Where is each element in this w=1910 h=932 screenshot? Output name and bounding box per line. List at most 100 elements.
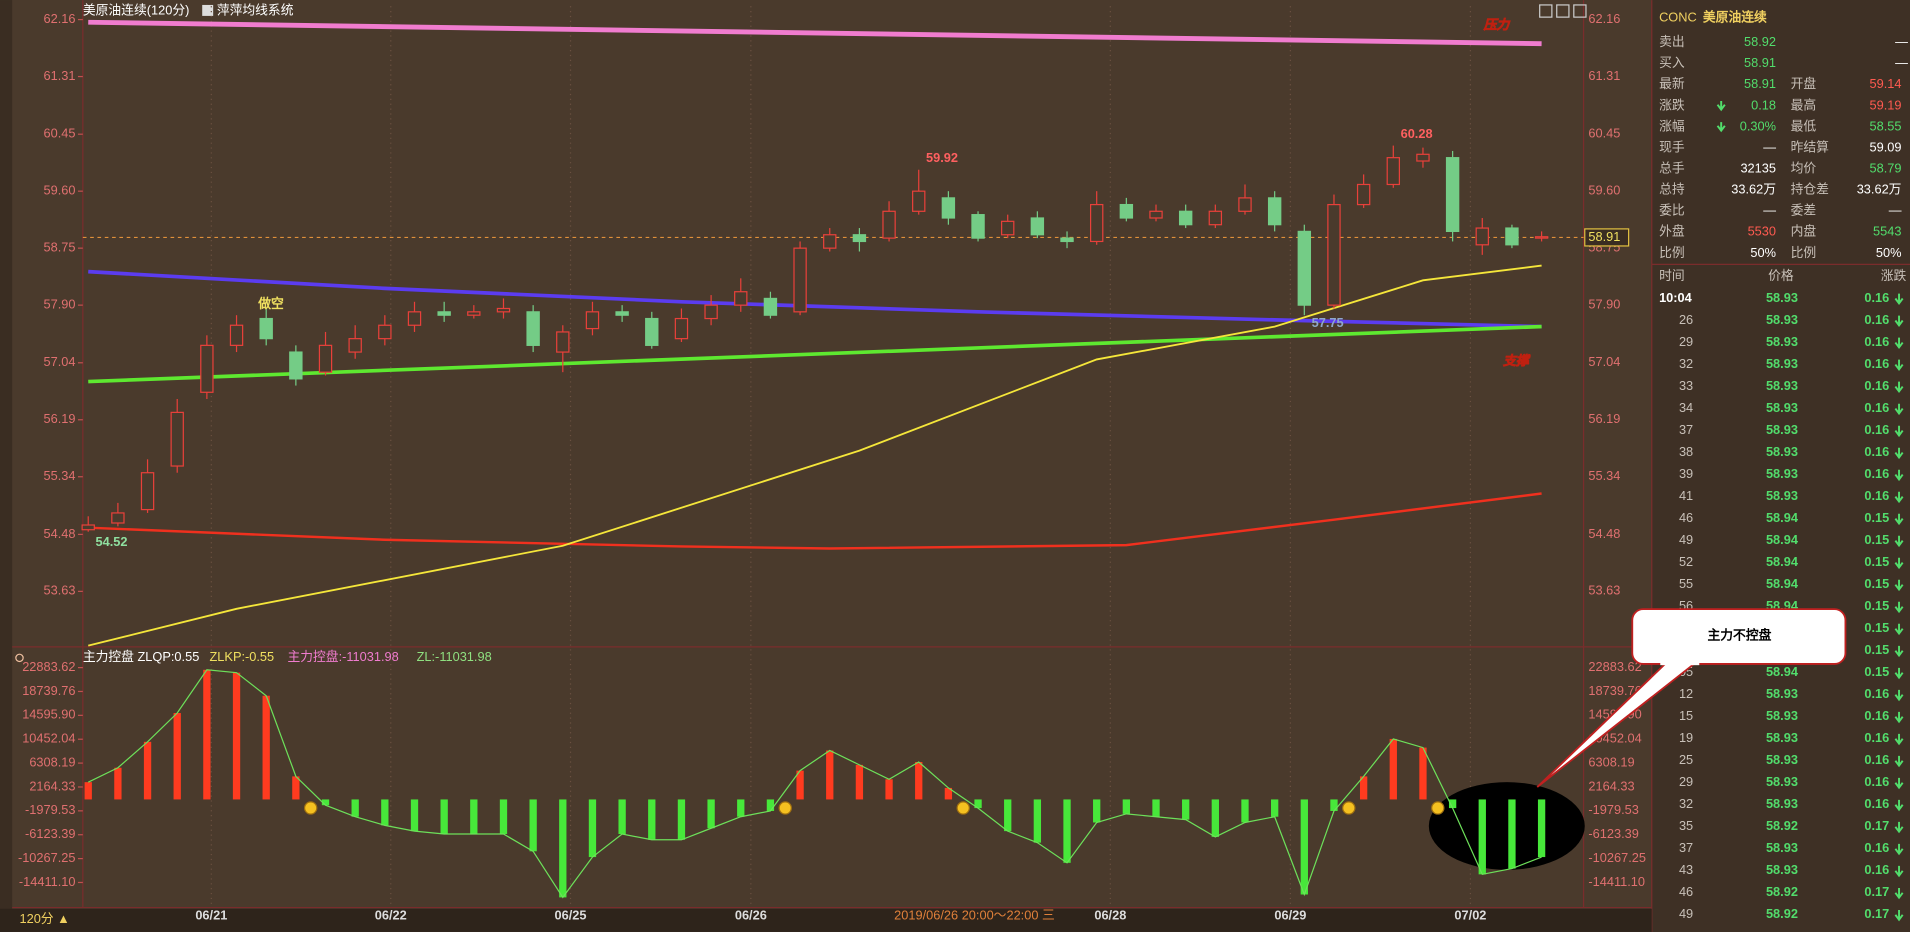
tick-time: 25 (1679, 752, 1693, 767)
quote-label: 总持 (1659, 182, 1685, 197)
indicator-bar (588, 799, 597, 858)
quote-value: 33.62万 (1857, 182, 1902, 197)
indicator-bar (1537, 799, 1546, 858)
candle-body (81, 524, 95, 531)
tick-time: 52 (1679, 554, 1693, 569)
y-tick-label: 2164.33 (29, 778, 75, 793)
candle-body (259, 317, 273, 340)
down-arrow (1894, 843, 1904, 856)
y-tick-label: 2164.33 (1588, 778, 1634, 793)
candle-body (407, 311, 422, 326)
tick-price: 58.93 (1766, 774, 1798, 789)
window-button[interactable] (1539, 4, 1553, 18)
tick-price: 58.93 (1766, 796, 1798, 811)
tick-change: 0.17 (1864, 818, 1889, 833)
indicator-bar (470, 799, 478, 835)
candle-body (229, 324, 244, 346)
quote-label: 总手 (1659, 161, 1685, 176)
y-tick-label: 54.48 (1588, 526, 1620, 541)
candle-body (318, 344, 333, 373)
candle-body (1386, 157, 1400, 186)
quote-label: 最低 (1791, 118, 1817, 133)
tick-price: 58.93 (1766, 752, 1798, 767)
quote-value: 59.09 (1869, 139, 1901, 154)
quote-value: 58.91 (1744, 55, 1776, 70)
y-tick-label: 55.34 (44, 468, 76, 483)
candle-body (823, 234, 837, 249)
x-tick-label: 06/25 (555, 907, 587, 922)
quote-label: 比例 (1791, 245, 1817, 260)
extreme-label: 60.28 (1401, 126, 1433, 141)
tick-price: 58.93 (1766, 686, 1798, 701)
quote-value: 5543 (1873, 224, 1901, 239)
indicator-bar (143, 741, 152, 800)
candle-body (941, 197, 956, 219)
extreme-label: 57.75 (1312, 315, 1344, 330)
down-arrow (1894, 469, 1904, 482)
quote-value: 32135 (1740, 161, 1776, 176)
extreme-label: 54.52 (96, 534, 128, 549)
y-tick-label: 62.16 (1588, 11, 1620, 26)
window-button[interactable] (1556, 4, 1570, 18)
tick-price: 58.94 (1766, 510, 1799, 525)
candle-body (1119, 203, 1134, 219)
indicator-bar (766, 799, 775, 811)
indicator-bar (707, 799, 715, 829)
candle-body (852, 234, 867, 243)
candle-body (1001, 220, 1015, 236)
y-tick-label: 22883.62 (22, 659, 75, 674)
candle-body (1416, 153, 1430, 162)
down-arrow (1894, 667, 1904, 680)
quote-value: — (1895, 34, 1908, 49)
candle-body (704, 304, 718, 320)
y-tick-label: 53.63 (44, 583, 76, 598)
indicator-bar (381, 799, 389, 826)
tick-change: 0.15 (1864, 598, 1889, 613)
candle-body (111, 512, 125, 524)
last-price-label: 58.91 (1588, 229, 1620, 244)
tick-price: 58.93 (1766, 356, 1798, 371)
tick-change: 0.16 (1864, 422, 1889, 437)
indicator-bar (203, 669, 211, 800)
sidebar (0, 0, 13, 932)
indicator-bar (1211, 799, 1219, 837)
indicator-bar (1389, 738, 1397, 800)
tick-price: 58.93 (1766, 422, 1798, 437)
tick-change: 0.16 (1864, 378, 1889, 393)
period-button[interactable]: 120分 ▲ (19, 911, 69, 926)
candle-body (1060, 237, 1074, 243)
quote-value: 58.91 (1744, 76, 1776, 91)
candle-body (1297, 230, 1312, 306)
window-button[interactable] (1573, 4, 1587, 18)
callout-cover (1660, 659, 1700, 666)
quote-value: 0.18 (1751, 97, 1776, 112)
tick-change: 0.16 (1864, 488, 1889, 503)
tick-price: 58.93 (1766, 862, 1798, 877)
indicator-bar (1419, 747, 1427, 800)
candle-body (437, 311, 451, 316)
tick-change: 0.16 (1864, 752, 1889, 767)
quote-value: — (1889, 203, 1902, 218)
y-tick-label: 18739.76 (1588, 683, 1641, 698)
quote-label: 现手 (1659, 139, 1685, 154)
down-arrow (1894, 403, 1904, 416)
candle-body (912, 190, 926, 212)
down-arrow (1894, 315, 1904, 328)
tick-price: 58.93 (1766, 400, 1798, 415)
y-tick-label: 6308.19 (29, 754, 75, 769)
tick-price: 58.92 (1766, 818, 1798, 833)
down-arrow (1716, 101, 1726, 112)
tick-change: 0.15 (1864, 554, 1889, 569)
tick-price: 58.93 (1766, 466, 1798, 481)
y-tick-label: 62.16 (44, 11, 76, 26)
tick-change: 0.16 (1864, 400, 1889, 415)
indicator-line (87, 669, 1542, 899)
annotation: 压力 (1483, 17, 1511, 32)
tick-time: 33 (1679, 378, 1693, 393)
quote-label: 开盘 (1791, 76, 1817, 91)
tick-change: 0.16 (1864, 312, 1889, 327)
candle-body (1327, 203, 1341, 306)
y-tick-label: 57.90 (44, 297, 76, 312)
y-tick-label: 6308.19 (1588, 754, 1634, 769)
chart-title: 美原油连续(120分) (83, 2, 190, 17)
